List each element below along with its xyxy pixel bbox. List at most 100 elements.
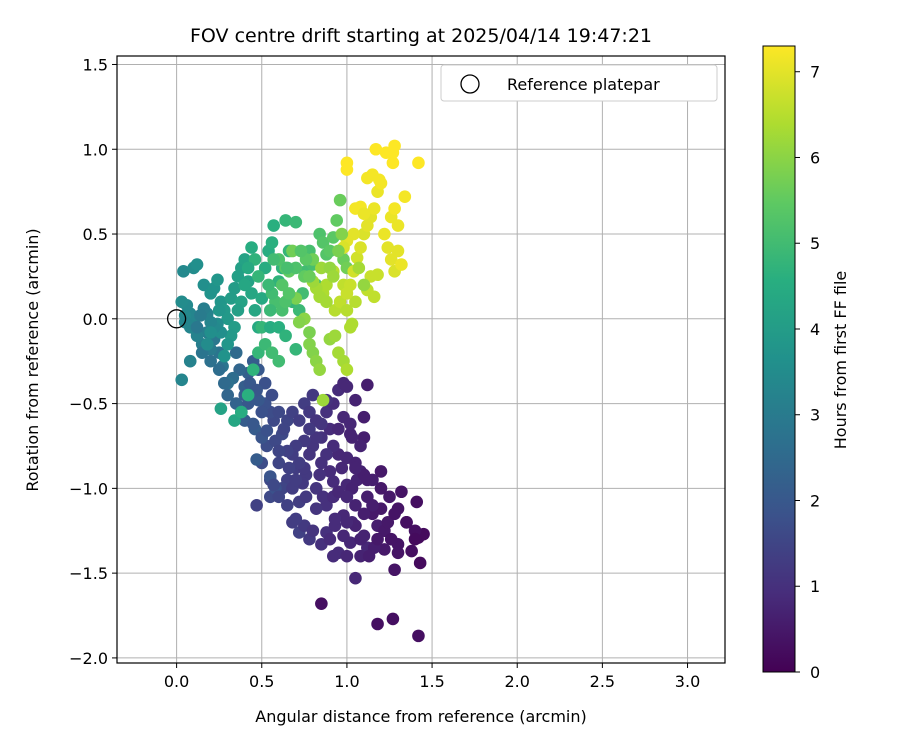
data-point bbox=[289, 473, 303, 487]
data-point bbox=[306, 524, 320, 538]
colorbar-ticks: 0 1 2 3 4 5 6 7 bbox=[795, 63, 820, 682]
data-point bbox=[369, 142, 383, 156]
data-point bbox=[340, 304, 354, 317]
data-point bbox=[245, 287, 258, 300]
data-point bbox=[374, 465, 388, 478]
data-point bbox=[349, 461, 362, 475]
data-point bbox=[303, 337, 316, 351]
data-point bbox=[371, 532, 384, 546]
data-point bbox=[204, 326, 217, 339]
data-point bbox=[275, 278, 289, 292]
data-point bbox=[289, 512, 303, 526]
data-point bbox=[175, 373, 189, 387]
data-point bbox=[378, 543, 391, 556]
axes: 0.0 0.5 1.0 1.5 2.0 2.5 3.0 −2.0 −1.5 −1.0 −0.5 0.0… bbox=[69, 55, 700, 691]
data-point bbox=[340, 549, 354, 563]
data-point bbox=[357, 410, 371, 424]
data-point bbox=[395, 485, 408, 499]
legend: Reference platepar bbox=[440, 64, 718, 102]
reference-marker bbox=[166, 309, 187, 329]
data-point bbox=[229, 346, 243, 360]
data-point bbox=[279, 214, 292, 227]
data-point bbox=[315, 456, 328, 470]
data-point bbox=[177, 265, 190, 278]
data-point bbox=[316, 236, 330, 249]
data-point bbox=[183, 354, 197, 368]
data-point bbox=[228, 414, 241, 427]
data-point bbox=[255, 292, 269, 305]
data-point bbox=[265, 388, 279, 402]
data-point bbox=[277, 422, 291, 436]
x-tick-label: 0.0 bbox=[164, 672, 189, 691]
y-tick-label: −0.5 bbox=[69, 395, 108, 414]
colorbar-tick-label: 5 bbox=[810, 234, 820, 253]
legend-marker-icon bbox=[460, 74, 480, 94]
y-tick-label: 0.5 bbox=[83, 225, 108, 244]
data-point bbox=[265, 346, 279, 360]
y-tick-label: −1.5 bbox=[69, 564, 108, 583]
data-point bbox=[260, 424, 274, 438]
data-point bbox=[335, 461, 349, 475]
data-point bbox=[388, 563, 401, 577]
colorbar-tick-label: 4 bbox=[810, 320, 820, 339]
data-point bbox=[241, 261, 255, 275]
data-point bbox=[326, 549, 340, 563]
data-point bbox=[228, 281, 241, 295]
data-point bbox=[281, 261, 294, 275]
data-point bbox=[398, 190, 412, 204]
data-point bbox=[282, 287, 296, 300]
plot-frame bbox=[116, 55, 726, 664]
data-point bbox=[258, 376, 272, 390]
data-point bbox=[340, 380, 354, 393]
data-point bbox=[306, 388, 320, 402]
data-point bbox=[204, 354, 217, 368]
x-tick-label: 2.5 bbox=[590, 672, 615, 691]
data-point bbox=[378, 227, 391, 241]
data-point bbox=[212, 363, 226, 376]
data-point bbox=[263, 304, 277, 317]
data-point bbox=[391, 546, 405, 560]
x-tick-label: 0.5 bbox=[249, 672, 274, 691]
colorbar-tick-label: 3 bbox=[810, 406, 820, 425]
data-point bbox=[248, 253, 262, 266]
data-point bbox=[299, 490, 313, 504]
data-point bbox=[337, 529, 350, 543]
data-point bbox=[265, 236, 279, 249]
data-point bbox=[326, 439, 340, 453]
data-point bbox=[395, 258, 408, 271]
data-point bbox=[352, 261, 366, 275]
scatter-points bbox=[175, 139, 430, 643]
data-point bbox=[175, 295, 189, 309]
data-point bbox=[316, 490, 330, 504]
data-point bbox=[224, 292, 238, 305]
data-point bbox=[357, 207, 371, 220]
data-point bbox=[200, 337, 214, 351]
data-point bbox=[245, 241, 258, 254]
data-point bbox=[349, 393, 362, 407]
data-point bbox=[233, 363, 246, 376]
data-point bbox=[212, 304, 226, 317]
data-point bbox=[190, 258, 204, 271]
y-axis-label: Rotation from reference (arcmin) bbox=[23, 228, 42, 491]
x-tick-label: 1.5 bbox=[419, 672, 444, 691]
data-point bbox=[303, 270, 316, 283]
data-point bbox=[335, 227, 349, 241]
data-point bbox=[231, 304, 245, 317]
data-point bbox=[410, 495, 424, 509]
data-point bbox=[391, 219, 405, 232]
x-tick-label: 1.0 bbox=[334, 672, 359, 691]
data-point bbox=[255, 405, 269, 419]
data-point bbox=[303, 326, 316, 339]
data-point bbox=[194, 309, 207, 322]
data-point bbox=[408, 532, 422, 546]
data-point bbox=[294, 244, 308, 258]
data-point bbox=[267, 219, 280, 232]
y-tick-label: −2.0 bbox=[69, 649, 108, 668]
data-point bbox=[190, 320, 204, 334]
data-point bbox=[197, 278, 211, 292]
data-point bbox=[272, 456, 286, 470]
data-point bbox=[279, 329, 292, 343]
data-point bbox=[289, 215, 303, 229]
data-point bbox=[345, 317, 359, 331]
